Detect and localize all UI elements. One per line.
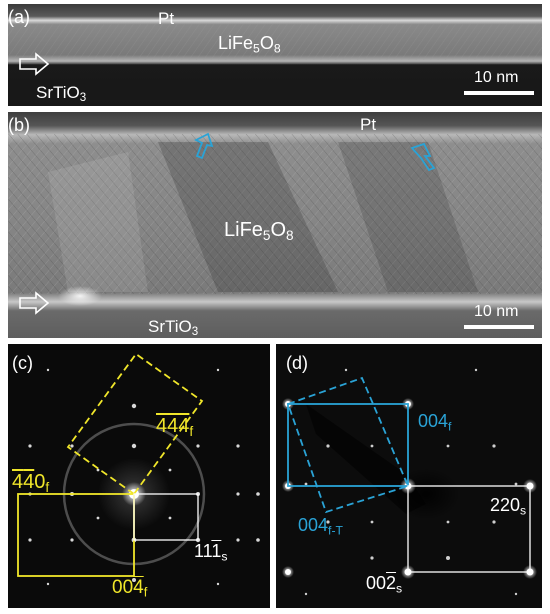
panel-b-film-mid: O xyxy=(270,219,287,241)
panel-d-pattern xyxy=(282,368,537,596)
panel-c-index-440-b: 4 xyxy=(23,471,35,493)
panel-d-index-004fT-sub: f-T xyxy=(328,523,343,538)
panel-b-film-text: LiFe xyxy=(224,219,263,241)
panel-c-index-444-sub: f xyxy=(189,423,194,439)
panel-d-index-004f: 004f xyxy=(418,411,452,434)
panel-c-white-cell xyxy=(133,493,199,541)
interface-arrow-icon-b xyxy=(19,291,50,315)
panel-c-index-440: 440f xyxy=(12,471,50,495)
panel-a-scale-text: 10 nm xyxy=(474,69,519,86)
panel-a-film-mid: O xyxy=(259,33,274,53)
panel-d-index-220-sub: s xyxy=(520,503,527,518)
interface-arrow-icon xyxy=(19,52,50,76)
panel-c-label: (c) xyxy=(12,353,33,373)
panel-b-substrate-label: SrTiO3 xyxy=(148,317,199,338)
panel-a-film-label: LiFe5O8 xyxy=(218,33,281,56)
panel-d-index-220-text: 220 xyxy=(490,495,521,515)
panel-b-substrate-sub: 3 xyxy=(191,326,199,338)
panel-a-substrate-label: SrTiO3 xyxy=(36,83,87,105)
panel-c-index-111-sub: s xyxy=(221,549,228,564)
panel-a-film-sub2: 8 xyxy=(273,41,281,56)
panel-c-index-004: 004f xyxy=(112,577,148,600)
panel-d-index-004f-sub: f xyxy=(448,419,452,434)
panel-c-index-111-b: 1 xyxy=(211,541,222,561)
panel-b-film-label: LiFe5O8 xyxy=(224,219,294,243)
panel-a-substrate-text: SrTiO xyxy=(36,83,80,102)
panel-d-diffraction: (d) 004f 004f-T 220s 002s xyxy=(276,344,542,608)
panel-c-index-440-sub: f xyxy=(45,479,50,495)
panel-d-index-002: 002s xyxy=(366,573,403,596)
panel-b-tem-image: (b) Pt LiFe5O8 SrTiO3 10 nm xyxy=(8,112,542,338)
panel-d-white-cell xyxy=(407,485,531,573)
panel-a-scale-bar xyxy=(464,91,534,95)
panel-a-micrograph xyxy=(8,4,542,106)
panel-a-substrate-sub: 3 xyxy=(79,92,87,105)
panel-a-pt-label: Pt xyxy=(158,9,175,28)
panel-b-film-sub1: 5 xyxy=(262,227,271,243)
panel-a-film-text: LiFe xyxy=(218,33,254,53)
panel-b-substrate-text: SrTiO xyxy=(148,317,192,336)
panel-d-index-002-a: 00 xyxy=(366,573,387,593)
panel-d-label: (d) xyxy=(286,353,308,373)
panel-c-index-004-sub: f xyxy=(143,584,148,600)
panel-d-index-004fT: 004f-T xyxy=(298,515,343,538)
panel-b-scale-text: 10 nm xyxy=(474,303,519,320)
panel-c-pattern xyxy=(17,352,260,586)
defect-arrow-icon-2 xyxy=(410,142,436,172)
panel-d-index-002-sub: s xyxy=(396,581,403,596)
panel-d-twin-cell xyxy=(286,376,410,514)
panel-c-index-111: 111s xyxy=(194,541,228,564)
panel-c-index-004-b: 4 xyxy=(133,577,144,598)
panel-a-film-sub1: 5 xyxy=(253,41,260,56)
panel-b-pt-label: Pt xyxy=(360,115,377,134)
panel-d-index-004fT-text: 004 xyxy=(298,515,329,535)
panel-c-index-444-text: 444 xyxy=(156,415,190,437)
panel-b-scale-bar xyxy=(464,325,534,329)
panel-d-blue-cell xyxy=(287,403,409,487)
panel-c-index-440-c: 0 xyxy=(34,471,46,493)
panel-d-index-002-b: 2 xyxy=(386,573,397,593)
panel-b-micrograph xyxy=(8,112,542,338)
panel-c-index-444: 444f xyxy=(156,415,194,439)
panel-b-film-sub2: 8 xyxy=(286,227,294,243)
panel-c-index-440-a: 4 xyxy=(12,471,24,493)
panel-a-label: (a) xyxy=(8,7,30,27)
panel-d-index-220: 220s xyxy=(490,495,527,518)
panel-c-diffraction: (c) 444f 440f 004f 111s xyxy=(8,344,270,608)
panel-c-index-111-a: 11 xyxy=(194,541,212,561)
panel-b-label: (b) xyxy=(8,115,30,135)
defect-arrow-icon-1 xyxy=(193,132,214,160)
panel-c-index-004-a: 00 xyxy=(112,577,134,598)
panel-a-tem-image: (a) Pt LiFe5O8 SrTiO3 10 nm xyxy=(8,4,542,106)
panel-d-index-004f-text: 004 xyxy=(418,411,449,431)
